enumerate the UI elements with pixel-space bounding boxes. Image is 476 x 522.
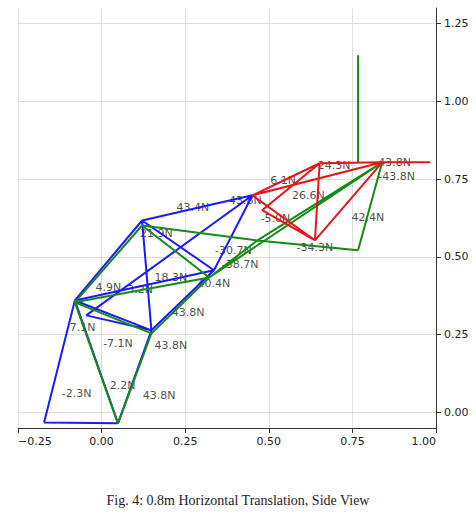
- svg-text:0.50: 0.50: [257, 435, 282, 448]
- svg-text:-5.0N: -5.0N: [260, 211, 291, 225]
- svg-text:24.3N: 24.3N: [318, 159, 351, 172]
- svg-text:43.8N: 43.8N: [154, 339, 187, 352]
- svg-text:0.75: 0.75: [340, 435, 365, 448]
- svg-text:0.75: 0.75: [444, 173, 469, 186]
- svg-text:4.9N: 4.9N: [95, 280, 122, 294]
- svg-text:42.4N: 42.4N: [351, 210, 385, 224]
- svg-text:-43.8N: -43.8N: [378, 170, 415, 183]
- svg-text:18.3N: 18.3N: [154, 270, 188, 284]
- svg-text:26.6N: 26.6N: [292, 189, 325, 202]
- svg-text:40.4N: 40.4N: [197, 276, 231, 290]
- svg-text:0.25: 0.25: [444, 328, 469, 341]
- svg-text:-2.3N: -2.3N: [62, 387, 92, 400]
- svg-text:0.00: 0.00: [89, 435, 114, 448]
- svg-text:0.50: 0.50: [444, 250, 469, 263]
- svg-text:1.25: 1.25: [444, 17, 469, 30]
- svg-text:-7.1N: -7.1N: [103, 337, 133, 350]
- svg-text:-30.7N: -30.7N: [215, 244, 252, 257]
- svg-text:43.8N: 43.8N: [229, 194, 262, 208]
- svg-text:−0.25: −0.25: [18, 435, 52, 448]
- svg-text:43.8N: 43.8N: [143, 389, 176, 402]
- svg-text:0.25: 0.25: [173, 435, 198, 448]
- svg-text:43.8N: 43.8N: [171, 305, 205, 319]
- svg-text:-38.7N: -38.7N: [221, 258, 259, 272]
- svg-text:43.8N: 43.8N: [378, 155, 411, 169]
- svg-text:0.00: 0.00: [444, 406, 469, 419]
- svg-text:Fig. 4: 0.8m Horizontal Transl: Fig. 4: 0.8m Horizontal Translation, Sid…: [107, 493, 371, 508]
- svg-text:7.1N: 7.1N: [69, 321, 96, 334]
- svg-text:43.4N: 43.4N: [176, 200, 210, 214]
- svg-text:1.00: 1.00: [412, 435, 437, 448]
- svg-text:2.2N: 2.2N: [109, 378, 136, 392]
- svg-text:1.00: 1.00: [444, 95, 469, 108]
- svg-text:-34.3N: -34.3N: [296, 240, 334, 254]
